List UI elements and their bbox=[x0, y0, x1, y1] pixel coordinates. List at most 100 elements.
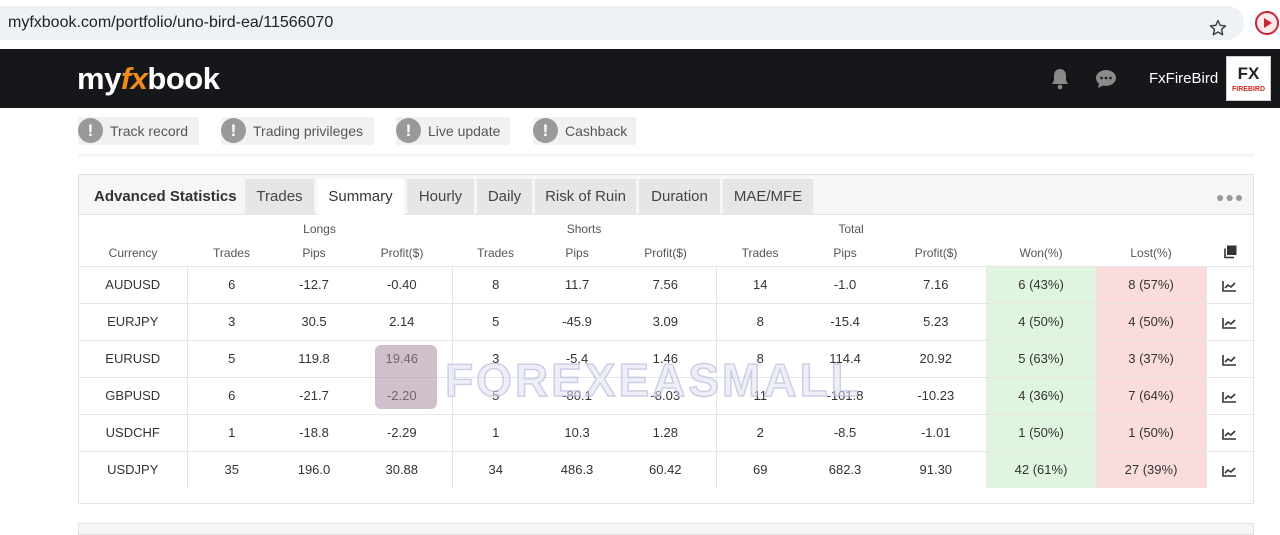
col-long-trades[interactable]: Trades bbox=[213, 246, 250, 261]
more-options-icon[interactable]: ●●● bbox=[1216, 189, 1245, 205]
cell-l-pips: 119.8 bbox=[276, 339, 352, 377]
chart-icon[interactable] bbox=[1205, 376, 1254, 414]
col-total-trades[interactable]: Trades bbox=[741, 246, 779, 261]
stats-tabs: Advanced Statistics Trades Summary Hourl… bbox=[79, 175, 1253, 215]
cell-t-trades: 11 bbox=[715, 376, 805, 414]
col-long-pips[interactable]: Pips bbox=[302, 246, 326, 261]
table-row: EURJPY 3 30.5 2.14 5 -45.9 3.09 8 -15.4 5.23 4 (50… bbox=[79, 302, 1254, 340]
cell-currency: EURJPY bbox=[79, 302, 187, 340]
cell-l-profit: 2.14 bbox=[352, 302, 453, 340]
chart-icon[interactable] bbox=[1205, 265, 1254, 303]
cell-t-pips: -15.4 bbox=[804, 302, 887, 340]
cell-l-trades: 6 bbox=[186, 265, 276, 303]
cell-t-profit: 20.92 bbox=[886, 339, 987, 377]
badge-track-record[interactable]: ! Track record bbox=[78, 117, 199, 145]
cell-s-pips: -45.9 bbox=[539, 302, 616, 340]
cell-s-pips: 11.7 bbox=[539, 265, 616, 303]
cell-lost: 27 (39%) bbox=[1095, 450, 1207, 488]
col-lost[interactable]: Lost(%) bbox=[1130, 246, 1172, 261]
cell-currency: GBPUSD bbox=[79, 376, 187, 414]
record-icon[interactable] bbox=[1254, 10, 1280, 36]
cell-l-profit: 30.88 bbox=[352, 450, 453, 488]
next-panel bbox=[78, 523, 1254, 535]
cell-t-trades: 8 bbox=[715, 302, 805, 340]
badge-trading-privileges[interactable]: ! Trading privileges bbox=[221, 117, 374, 145]
col-won[interactable]: Won(%) bbox=[1019, 246, 1063, 261]
cell-s-pips: 10.3 bbox=[539, 413, 616, 451]
myfxbook-logo[interactable]: myfxbook bbox=[77, 61, 220, 96]
url-text[interactable]: myfxbook.com/portfolio/uno-bird-ea/11566… bbox=[8, 14, 334, 31]
cell-t-pips: -101.8 bbox=[804, 376, 887, 414]
cell-lost: 4 (50%) bbox=[1095, 302, 1207, 340]
cell-s-trades: 5 bbox=[451, 302, 540, 340]
cell-l-trades: 3 bbox=[186, 302, 276, 340]
cell-t-pips: 114.4 bbox=[804, 339, 887, 377]
cell-t-pips: 682.3 bbox=[804, 450, 887, 488]
cell-l-pips: 196.0 bbox=[276, 450, 352, 488]
tab-duration[interactable]: Duration bbox=[639, 179, 720, 215]
cell-lost: 1 (50%) bbox=[1095, 413, 1207, 451]
chart-icon[interactable] bbox=[1205, 450, 1254, 488]
cell-s-pips: -5.4 bbox=[539, 339, 616, 377]
cell-currency: EURUSD bbox=[79, 339, 187, 377]
total-header: Total bbox=[838, 221, 864, 236]
col-short-trades[interactable]: Trades bbox=[477, 246, 514, 261]
cell-l-pips: -12.7 bbox=[276, 265, 352, 303]
cell-lost: 8 (57%) bbox=[1095, 265, 1207, 303]
chart-icon[interactable] bbox=[1205, 302, 1254, 340]
cell-l-profit: 19.46 bbox=[352, 339, 453, 377]
shorts-header: Shorts bbox=[566, 221, 602, 236]
tab-trades[interactable]: Trades bbox=[245, 179, 314, 215]
copy-icon[interactable] bbox=[1206, 241, 1253, 266]
cell-currency: USDCHF bbox=[79, 413, 187, 451]
cell-t-trades: 14 bbox=[715, 265, 805, 303]
cell-t-profit: 5.23 bbox=[886, 302, 987, 340]
tab-summary[interactable]: Summary bbox=[317, 179, 404, 215]
cell-won: 5 (63%) bbox=[985, 339, 1097, 377]
table-row: EURUSD 5 119.8 19.46 3 -5.4 1.46 8 114.4 20.92 5 (… bbox=[79, 339, 1254, 377]
badge-cashback[interactable]: ! Cashback bbox=[533, 117, 636, 145]
cell-lost: 3 (37%) bbox=[1095, 339, 1207, 377]
cell-currency: USDJPY bbox=[79, 450, 187, 488]
bookmark-star-icon[interactable] bbox=[1208, 18, 1228, 38]
cell-t-profit: 7.16 bbox=[886, 265, 987, 303]
cell-t-profit: 91.30 bbox=[886, 450, 987, 488]
address-bar[interactable]: myfxbook.com/portfolio/uno-bird-ea/11566… bbox=[0, 6, 1244, 40]
cell-s-profit: -8.03 bbox=[615, 376, 717, 414]
tab-daily[interactable]: Daily bbox=[477, 179, 532, 215]
cell-s-trades: 5 bbox=[451, 376, 540, 414]
cell-s-profit: 3.09 bbox=[615, 302, 717, 340]
cell-won: 6 (43%) bbox=[985, 265, 1097, 303]
col-total-pips[interactable]: Pips bbox=[833, 246, 857, 261]
cell-t-trades: 8 bbox=[715, 339, 805, 377]
username-link[interactable]: FxFireBird bbox=[1149, 70, 1219, 87]
cell-t-trades: 69 bbox=[715, 450, 805, 488]
warning-icon: ! bbox=[78, 118, 103, 143]
cell-s-profit: 1.28 bbox=[615, 413, 717, 451]
col-short-pips[interactable]: Pips bbox=[565, 246, 589, 261]
advanced-statistics-panel: Advanced Statistics Trades Summary Hourl… bbox=[78, 174, 1254, 504]
group-header-row: Longs Shorts Total bbox=[79, 216, 1253, 241]
cell-l-profit: -2.29 bbox=[352, 413, 453, 451]
avatar[interactable]: FX FIREBIRD bbox=[1226, 56, 1271, 101]
col-total-profit[interactable]: Profit($) bbox=[914, 246, 958, 261]
panel-title: Advanced Statistics bbox=[94, 188, 237, 205]
chart-icon[interactable] bbox=[1205, 339, 1254, 377]
tab-hourly[interactable]: Hourly bbox=[407, 179, 474, 215]
cell-won: 4 (36%) bbox=[985, 376, 1097, 414]
chart-icon[interactable] bbox=[1205, 413, 1254, 451]
table-row: USDCHF 1 -18.8 -2.29 1 10.3 1.28 2 -8.5 -1.01 1 (5… bbox=[79, 413, 1254, 451]
col-short-profit[interactable]: Profit($) bbox=[644, 246, 687, 261]
tab-mae-mfe[interactable]: MAE/MFE bbox=[723, 179, 813, 215]
cell-s-pips: -80.1 bbox=[539, 376, 616, 414]
col-long-profit[interactable]: Profit($) bbox=[380, 246, 424, 261]
summary-table: Longs Shorts Total Currency Trades Pips … bbox=[79, 216, 1254, 488]
notifications-bell-icon[interactable] bbox=[1050, 68, 1070, 90]
cell-s-pips: 486.3 bbox=[539, 450, 616, 488]
messages-chat-icon[interactable] bbox=[1095, 69, 1117, 89]
tab-risk-of-ruin[interactable]: Risk of Ruin bbox=[535, 179, 636, 215]
cell-s-trades: 34 bbox=[451, 450, 540, 488]
cell-currency: AUDUSD bbox=[79, 265, 187, 303]
badge-live-update[interactable]: ! Live update bbox=[396, 117, 510, 145]
col-currency[interactable]: Currency bbox=[108, 246, 158, 261]
